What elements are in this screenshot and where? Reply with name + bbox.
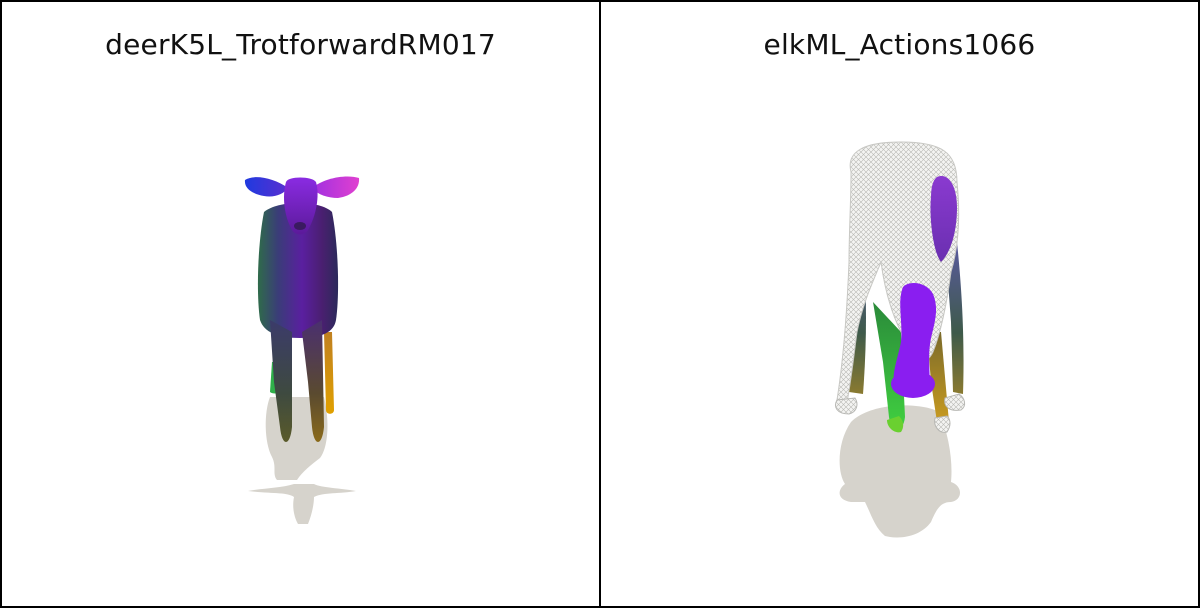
panel-title: deerK5L_TrotforwardRM017 [105,28,496,61]
deer-mesh-render [244,176,360,524]
elk-hoof [944,393,966,411]
elk-head [893,282,937,397]
elk-mesh-render [835,141,966,538]
panel-deer: deerK5L_TrotforwardRM017 [0,0,601,608]
elk-front-left-leg [873,302,905,430]
deer-front-left-leg [270,320,292,442]
elk-rump-patch [930,176,957,262]
panel-elk: elkML_Actions1066 [599,0,1200,608]
panel-title: elkML_Actions1066 [763,28,1036,61]
deer-head [284,177,318,235]
elk-muzzle [891,370,935,398]
deer-back-right-leg [324,332,334,414]
deer-shadow [248,397,356,524]
deer-body [257,203,339,338]
deer-left-ear [244,177,288,197]
elk-front-right-leg [927,332,949,431]
elk-shadow [839,405,960,538]
elk-hoof [887,416,904,433]
elk-hoof [835,397,858,415]
deer-right-ear [312,176,360,198]
elk-hoof [934,415,951,433]
deer-front-right-leg [302,320,324,442]
deer-nose [294,222,306,230]
